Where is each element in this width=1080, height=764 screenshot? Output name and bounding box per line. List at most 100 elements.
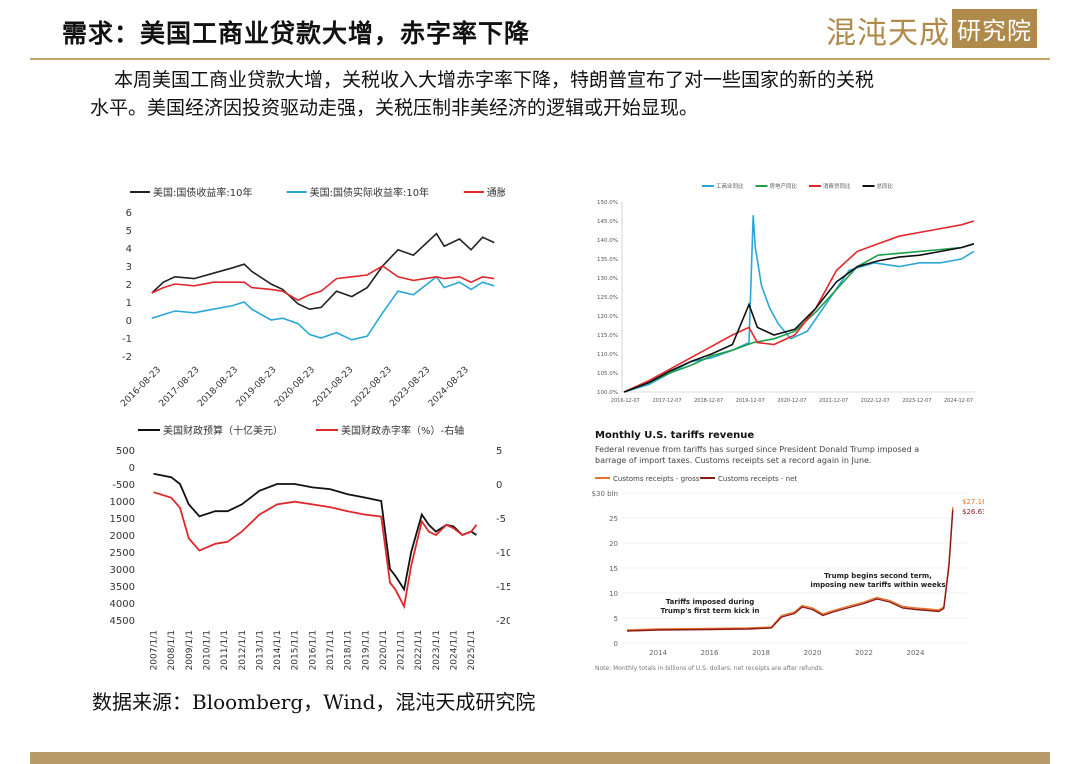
footer-bar: [30, 752, 1050, 764]
y-tick-label: $30 bln: [592, 490, 618, 498]
series-line: [627, 509, 954, 632]
y-tick-label: -3500: [110, 582, 135, 593]
x-tick-label: 2013/1/1: [255, 630, 265, 670]
y-tick-label: 150.0%: [597, 200, 618, 206]
y-tick-label: -1500: [110, 514, 135, 525]
x-tick-label: 2020/1/1: [379, 630, 389, 670]
series-line: [623, 243, 975, 393]
x-tick-label: 2017-08-23: [158, 365, 202, 409]
x-tick-label: 2018-08-23: [196, 365, 240, 409]
legend-label: 美国:国债收益率:10年: [153, 186, 252, 199]
x-tick-label: 2017-12-07: [652, 398, 681, 404]
chart-yields-svg: 美国:国债收益率:10年 美国:国债实际收益率:10年 通胀预期 6 5 4 3 2 1 0 -1 -…: [119, 186, 505, 409]
y-tick-label: 5: [126, 226, 132, 237]
x-tick-label: 2012/1/1: [238, 630, 248, 670]
x-tick-label: 2023-08-23: [388, 365, 432, 409]
x-tick-label: 2022-08-23: [350, 365, 394, 409]
x-tick-label: 2018/1/1: [344, 630, 354, 670]
x-tick-label: 2021-08-23: [311, 365, 355, 409]
x-tick-label: 2021/1/1: [397, 630, 407, 670]
series-line: [153, 472, 477, 592]
x-tick-label: 2024-12-07: [944, 398, 973, 404]
series-line: [623, 215, 975, 393]
x-tick-label: 2016: [701, 649, 719, 657]
y-tick-label: -1000: [110, 497, 135, 508]
annotation-first-term: Trump's first term kick in: [660, 607, 759, 615]
chart-loans-svg: 工商业同比 房地产同比 消费贷同比 总同比 150.0% 145.0% 140.0% 135.…: [597, 182, 976, 404]
legend-label: 总同比: [877, 182, 894, 190]
y-tick-label: -500: [112, 480, 135, 491]
y-tick-label: -2500: [110, 548, 135, 559]
series-line: [151, 265, 495, 302]
y-tick-label: 130.0%: [597, 276, 618, 282]
y-tick-label: -2000: [110, 531, 135, 542]
x-tick-label: 2020-12-07: [777, 398, 806, 404]
x-tick-label: 2016-08-23: [119, 365, 163, 409]
chart-subtitle: Federal revenue from tariffs has surged …: [595, 445, 919, 454]
body-paragraph-line1: 本周美国工商业贷款大增，关税收入大增赤字率下降，特朗普宣布了对一些国家的新的关税: [114, 69, 875, 91]
y-tick-label: 125.0%: [597, 295, 618, 301]
x-tick-label: 2024-08-23: [427, 365, 471, 409]
legend-label: 工商业同比: [716, 182, 744, 190]
chart-tariffs-svg: Monthly U.S. tariffs revenue Federal reve…: [592, 430, 984, 672]
x-tick-label: 2019/1/1: [361, 630, 371, 670]
x-tick-label: 2025/1/1: [467, 630, 477, 670]
y-tick-label: 105.0%: [597, 371, 618, 377]
x-tick-label: 2007/1/1: [150, 630, 160, 670]
brand-logo: 混沌天成 研究院: [826, 8, 1037, 52]
y-tick-label: 110.0%: [597, 352, 618, 358]
body-paragraph-line2: 水平。美国经济因投资驱动走强，关税压制非美经济的逻辑或开始显现。: [90, 97, 699, 119]
annotation-first-term: Tariffs imposed during: [666, 598, 754, 606]
y2-tick-label: -15: [496, 582, 510, 593]
series-line: [627, 507, 954, 631]
x-tick-label: 2023/1/1: [432, 630, 442, 670]
y-tick-label: 5: [614, 615, 618, 623]
chart-budget: 美国财政预算（十亿美元） 美国财政赤字率（%）-右轴 500 0 -500 -1000 -1…: [110, 418, 510, 680]
y-tick-label: 0: [129, 463, 135, 474]
y2-tick-label: 0: [496, 480, 502, 491]
y-tick-label: 0: [614, 640, 618, 648]
y-tick-label: 2: [126, 280, 132, 291]
x-tick-label: 2023-12-07: [902, 398, 931, 404]
chart-budget-svg: 美国财政预算（十亿美元） 美国财政赤字率（%）-右轴 500 0 -500 -1000 -1…: [110, 424, 510, 670]
y2-tick-label: -5: [496, 514, 506, 525]
legend-label: 通胀预期: [487, 187, 505, 199]
y-tick-label: -1: [122, 334, 132, 345]
legend-label: 消费贷同比: [823, 182, 851, 190]
end-label-gross: $27.16: [962, 498, 984, 506]
legend-label: 美国财政预算（十亿美元）: [163, 424, 283, 437]
legend-label: 美国财政赤字率（%）-右轴: [341, 424, 464, 437]
y-tick-label: 115.0%: [597, 333, 618, 339]
x-tick-label: 2014: [649, 649, 667, 657]
series-line: [623, 220, 975, 393]
annotation-second-term: imposing new tariffs within weeks: [810, 581, 945, 589]
page-title: 需求：美国工商业贷款大增，赤字率下降: [62, 19, 531, 48]
y-tick-label: 120.0%: [597, 314, 618, 320]
chart-loans: 工商业同比 房地产同比 消费贷同比 总同比 150.0% 145.0% 140.0% 135.…: [592, 178, 984, 410]
y-tick-label: 4: [126, 244, 132, 255]
y-tick-label: -4500: [110, 616, 135, 627]
legend-label: 房地产同比: [770, 182, 798, 190]
x-tick-label: 2010/1/1: [202, 630, 212, 670]
chart-subtitle: barrage of import taxes. Customs receipt…: [595, 456, 871, 465]
y-tick-label: -4000: [110, 599, 135, 610]
x-tick-label: 2024/1/1: [450, 630, 460, 670]
title-rule: [30, 58, 1050, 60]
x-tick-label: 2018-12-07: [694, 398, 723, 404]
y-tick-label: 1: [126, 298, 132, 309]
chart-tariffs: Monthly U.S. tariffs revenue Federal reve…: [592, 425, 984, 677]
annotation-second-term: Trump begins second term,: [824, 572, 932, 580]
y-tick-label: 0: [126, 316, 132, 327]
x-tick-label: 2024: [907, 649, 925, 657]
series-line: [151, 232, 495, 311]
x-tick-label: 2011/1/1: [220, 630, 230, 670]
x-tick-label: 2008/1/1: [167, 630, 177, 670]
y-tick-label: 20: [609, 540, 618, 548]
end-label-net: $26.63: [962, 508, 984, 516]
series-line: [151, 275, 495, 341]
y-tick-label: 140.0%: [597, 238, 618, 244]
x-tick-label: 2022/1/1: [414, 630, 424, 670]
y-tick-label: 500: [116, 446, 135, 457]
x-tick-label: 2020-08-23: [273, 365, 317, 409]
